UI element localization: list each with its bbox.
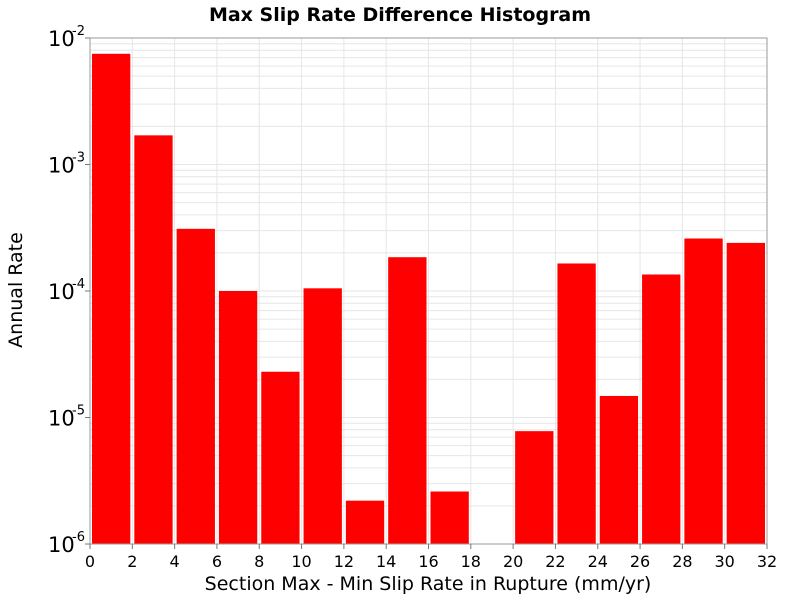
y-tick-label: 10 bbox=[48, 27, 75, 51]
bar bbox=[388, 257, 427, 544]
bar bbox=[345, 500, 385, 544]
bar bbox=[726, 242, 765, 545]
bar bbox=[261, 371, 300, 544]
bar bbox=[684, 238, 723, 545]
x-tick-label: 20 bbox=[503, 552, 523, 571]
x-tick-label: 24 bbox=[588, 552, 608, 571]
x-tick-label: 6 bbox=[212, 552, 222, 571]
x-axis-ticks: 0 2 4 6 8 10 12 14 16 18 20 22 24 26 28 30 32 bbox=[85, 544, 777, 571]
x-tick-label: 14 bbox=[376, 552, 396, 571]
x-tick-label: 18 bbox=[461, 552, 481, 571]
x-tick-label: 30 bbox=[715, 552, 735, 571]
chart-title: Max Slip Rate Difference Histogram bbox=[209, 4, 591, 26]
y-tick-label: 10 bbox=[48, 407, 75, 431]
y-tick-exponent: -2 bbox=[72, 24, 85, 39]
x-tick-label: 2 bbox=[127, 552, 137, 571]
x-tick-label: 16 bbox=[418, 552, 438, 571]
y-tick-exponent: -5 bbox=[72, 404, 85, 419]
x-tick-label: 10 bbox=[291, 552, 311, 571]
bar bbox=[599, 395, 639, 544]
y-tick-exponent: -6 bbox=[72, 530, 85, 545]
x-axis-label: Section Max - Min Slip Rate in Rupture (… bbox=[205, 573, 652, 595]
y-tick-exponent: -3 bbox=[72, 151, 85, 166]
x-tick-label: 8 bbox=[254, 552, 264, 571]
bar bbox=[176, 228, 215, 544]
y-tick-label: 10 bbox=[48, 154, 75, 178]
y-axis-label: Annual Rate bbox=[5, 232, 27, 348]
y-tick-exponent: -4 bbox=[72, 277, 85, 292]
x-tick-label: 4 bbox=[170, 552, 180, 571]
bar bbox=[92, 53, 131, 544]
bar bbox=[303, 288, 342, 544]
bars bbox=[92, 53, 765, 545]
x-tick-label: 12 bbox=[334, 552, 354, 571]
bar bbox=[642, 274, 681, 544]
bar bbox=[557, 263, 596, 544]
x-tick-label: 26 bbox=[630, 552, 650, 571]
y-tick-label: 10 bbox=[48, 533, 75, 557]
bar bbox=[515, 431, 554, 544]
bar bbox=[134, 135, 173, 544]
x-tick-label: 22 bbox=[545, 552, 565, 571]
y-axis-ticks: 10-610-510-410-310-2 bbox=[48, 24, 90, 557]
x-tick-label: 0 bbox=[85, 552, 95, 571]
y-tick-label: 10 bbox=[48, 280, 75, 304]
x-tick-label: 28 bbox=[672, 552, 692, 571]
bar bbox=[430, 491, 469, 544]
bar bbox=[218, 291, 258, 544]
x-tick-label: 32 bbox=[757, 552, 777, 571]
